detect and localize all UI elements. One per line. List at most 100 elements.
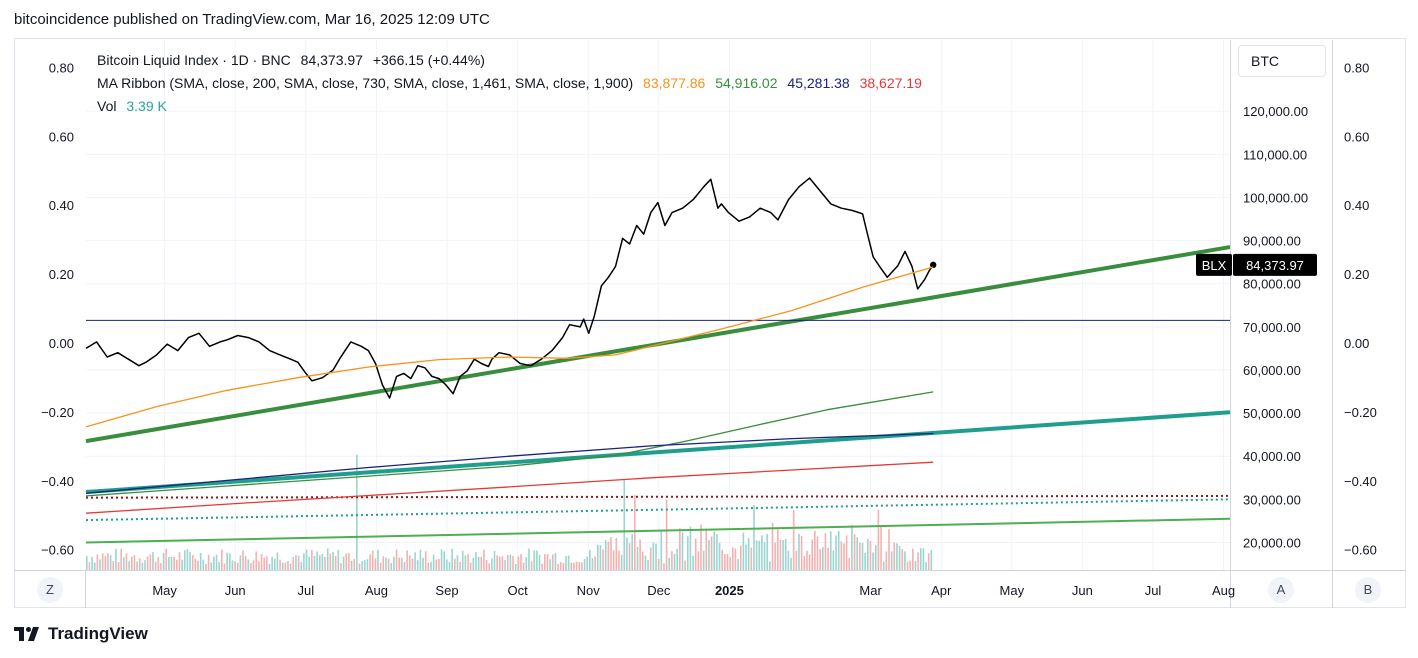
volume-bar	[745, 544, 747, 570]
volume-bar	[660, 529, 663, 570]
price-axis-label: 90,000.00	[1243, 234, 1301, 249]
volume-bar	[318, 555, 321, 570]
volume-bar	[93, 562, 96, 570]
volume-bar	[183, 550, 186, 570]
volume-bar	[504, 560, 506, 570]
volume-bar	[536, 550, 538, 570]
dotted-line[interactable]	[85, 498, 1231, 522]
volume-bar	[353, 558, 355, 570]
volume-bar	[882, 561, 885, 570]
volume-bar	[914, 561, 917, 570]
volume-bar	[424, 551, 427, 570]
volume-bar	[586, 556, 588, 570]
volume-bar	[636, 546, 639, 570]
auto-scale-z-button[interactable]: Z	[37, 577, 63, 603]
volume-bar	[835, 535, 837, 570]
volume-bar	[446, 559, 448, 570]
volume-bar	[710, 536, 713, 570]
volume-bar	[491, 558, 493, 570]
volume-bar	[432, 554, 435, 570]
volume-bar	[263, 557, 265, 570]
series-ma-1461[interactable]	[85, 432, 934, 494]
legend-ma-value: 38,627.19	[859, 75, 922, 91]
publish-header-text: bitcoincidence published on TradingView.…	[14, 11, 490, 28]
volume-bar	[485, 560, 488, 570]
volume-bar	[369, 554, 371, 570]
series-ma-730[interactable]	[85, 391, 934, 497]
volume-bar	[125, 553, 128, 570]
right-indicator-axis-label: −0.20	[1344, 405, 1377, 420]
volume-bar	[724, 554, 726, 570]
volume-bar	[387, 558, 390, 570]
price-axis-label: 40,000.00	[1243, 449, 1301, 464]
series-ma-200[interactable]	[85, 266, 934, 428]
volume-bar	[340, 563, 342, 570]
tradingview-logo[interactable]: TradingView	[14, 624, 148, 644]
volume-bar	[758, 540, 761, 570]
left-indicator-axis-label: 0.20	[49, 267, 74, 282]
series-ma-1900[interactable]	[85, 461, 934, 514]
dotted-line[interactable]	[85, 494, 1231, 499]
volume-bar	[88, 562, 91, 570]
volume-bar	[671, 551, 673, 570]
currency-button[interactable]: BTC	[1238, 45, 1326, 77]
volume-bar	[840, 541, 843, 570]
left-indicator-axis-label: 0.00	[49, 336, 74, 351]
volume-bar	[316, 551, 318, 570]
volume-bar	[517, 556, 520, 570]
volume-bar	[922, 548, 925, 570]
volume-bar	[790, 557, 792, 570]
legend-ma-value: 83,877.86	[643, 75, 706, 91]
trend-line[interactable]	[85, 410, 1231, 495]
volume-bar	[874, 545, 877, 570]
trend-line[interactable]	[85, 517, 1231, 544]
scale-b-button[interactable]: B	[1355, 577, 1381, 603]
volume-bar	[107, 553, 109, 570]
volume-bar	[628, 543, 631, 570]
time-axis-label: Apr	[931, 583, 952, 598]
volume-bar	[599, 545, 602, 570]
tradingview-logo-icon	[14, 627, 39, 641]
legend-indicator[interactable]: MA Ribbon (SMA, close, 200, SMA, close, …	[97, 75, 634, 91]
volume-bar	[223, 563, 226, 570]
legend-vol-label[interactable]: Vol	[97, 98, 117, 114]
volume-bar	[199, 553, 202, 570]
volume-bar	[181, 559, 183, 570]
volume-bar	[416, 560, 419, 570]
legend-symbol[interactable]: Bitcoin Liquid Index · 1D · BNC	[97, 52, 291, 68]
volume-bar	[776, 529, 779, 570]
volume-bar	[480, 556, 483, 570]
volume-bar	[596, 544, 599, 570]
volume-bar	[731, 547, 734, 570]
volume-bar	[313, 556, 316, 570]
volume-bar	[96, 554, 99, 570]
price-axis-label: 30,000.00	[1243, 492, 1301, 507]
volume-bar	[459, 562, 461, 570]
volume-bar	[774, 542, 776, 570]
volume-bar	[266, 556, 268, 570]
volume-bar	[562, 563, 565, 570]
volume-bar	[803, 556, 806, 570]
legend-vol-value: 3.39 K	[126, 98, 167, 114]
volume-bar	[578, 562, 581, 570]
auto-scale-a-button[interactable]: A	[1268, 577, 1294, 603]
volume-bar	[896, 543, 898, 570]
volume-bar	[377, 549, 379, 570]
volume-bar	[747, 537, 750, 570]
volume-bar	[363, 560, 366, 570]
volume-bar	[472, 557, 475, 570]
series-blx[interactable]	[85, 177, 934, 399]
volume-bar	[236, 562, 239, 570]
price-axis-label: 110,000.00	[1243, 147, 1307, 162]
volume-bar	[904, 551, 906, 570]
volume-bar	[750, 547, 753, 570]
time-axis-label: Oct	[507, 583, 528, 598]
volume-bar	[178, 552, 181, 570]
chart-frame[interactable]	[14, 38, 1406, 608]
price-badge-value: 84,373.97	[1246, 258, 1304, 273]
volume-bar	[165, 548, 168, 570]
volume-bar	[281, 562, 284, 570]
volume-bar	[186, 549, 189, 570]
volume-bar	[300, 562, 303, 570]
